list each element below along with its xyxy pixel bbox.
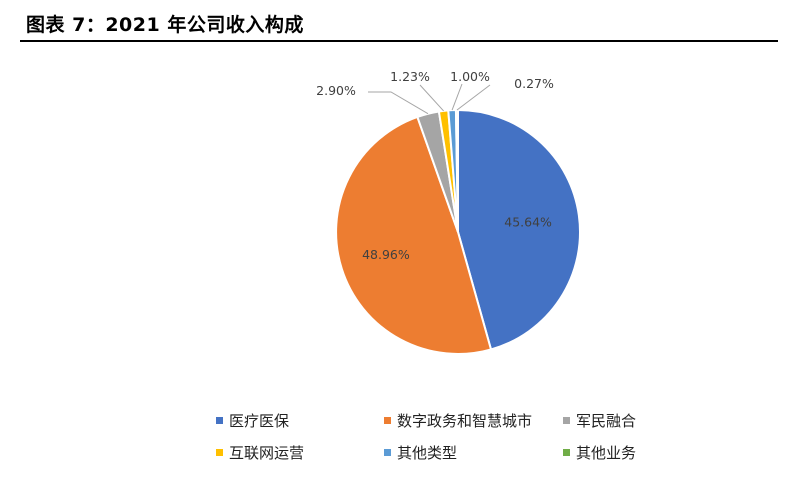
legend-swatch — [563, 417, 570, 424]
data-label: 48.96% — [362, 247, 410, 262]
legend-label: 数字政务和智慧城市 — [397, 412, 533, 430]
leader-line — [451, 83, 463, 111]
legend-swatch — [384, 417, 391, 424]
pie-slice — [454, 108, 459, 233]
legend-swatch — [216, 449, 223, 456]
data-label: 1.23% — [390, 69, 430, 84]
data-label: 2.90% — [316, 83, 356, 98]
legend-label: 其他类型 — [397, 444, 458, 462]
legend-item: 其他业务 — [563, 442, 636, 463]
data-label: 45.64% — [504, 214, 552, 229]
legend-label: 医疗医保 — [229, 412, 290, 430]
leader-line — [368, 91, 429, 115]
data-label: 0.27% — [514, 76, 554, 91]
pie-slice — [335, 115, 493, 355]
leader-line — [456, 84, 491, 111]
legend-item: 互联网运营 — [216, 442, 304, 463]
legend-label: 互联网运营 — [229, 444, 305, 462]
pie-slice — [457, 108, 581, 351]
legend-item: 数字政务和智慧城市 — [384, 410, 532, 431]
legend-label: 其他业务 — [576, 444, 637, 462]
legend-item: 医疗医保 — [216, 410, 289, 431]
legend-swatch — [563, 449, 570, 456]
figure-title: 图表 7：2021 年公司收入构成 — [26, 14, 304, 36]
legend-swatch — [216, 417, 223, 424]
title-divider — [20, 40, 778, 42]
legend-item: 军民融合 — [563, 410, 636, 431]
legend-label: 军民融合 — [576, 412, 637, 430]
legend-swatch — [384, 449, 391, 456]
leader-line — [419, 84, 444, 112]
data-label: 1.00% — [450, 69, 490, 84]
legend-item: 其他类型 — [384, 442, 457, 463]
